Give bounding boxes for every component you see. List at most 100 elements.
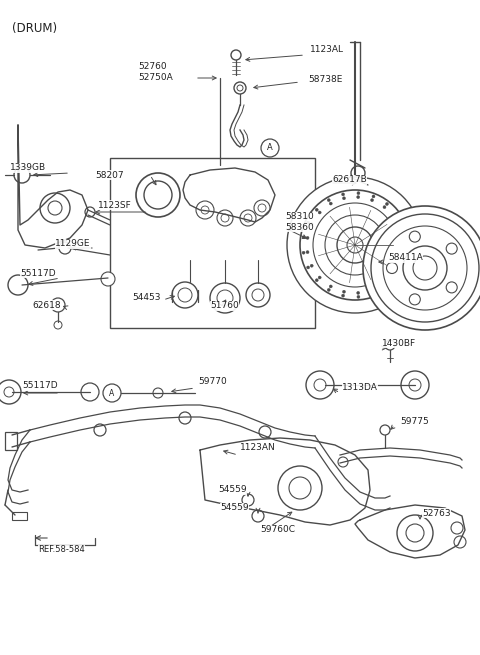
Circle shape xyxy=(357,196,360,198)
Circle shape xyxy=(101,272,115,286)
Bar xyxy=(110,158,315,328)
Text: 55117D: 55117D xyxy=(20,269,56,278)
Circle shape xyxy=(380,425,390,435)
Circle shape xyxy=(383,226,467,310)
Circle shape xyxy=(242,494,254,506)
Circle shape xyxy=(347,237,363,253)
Circle shape xyxy=(246,283,270,307)
Circle shape xyxy=(403,246,447,290)
Circle shape xyxy=(54,321,62,329)
Circle shape xyxy=(103,384,121,402)
Text: 52760
52750A: 52760 52750A xyxy=(138,62,173,82)
Circle shape xyxy=(337,227,373,263)
Circle shape xyxy=(51,298,65,312)
Circle shape xyxy=(371,198,373,202)
Circle shape xyxy=(81,383,99,401)
Circle shape xyxy=(307,221,310,224)
Circle shape xyxy=(385,284,388,288)
Text: 54559: 54559 xyxy=(220,504,249,512)
Text: 59775: 59775 xyxy=(400,417,429,426)
Text: A: A xyxy=(109,388,115,398)
Circle shape xyxy=(144,181,172,209)
Circle shape xyxy=(409,294,420,305)
Circle shape xyxy=(40,193,70,223)
Circle shape xyxy=(307,266,310,269)
Text: 1123AL: 1123AL xyxy=(310,45,344,54)
Circle shape xyxy=(403,259,406,263)
Circle shape xyxy=(451,522,463,534)
Circle shape xyxy=(315,279,318,282)
Text: 62618: 62618 xyxy=(32,301,60,310)
Circle shape xyxy=(310,264,313,267)
Circle shape xyxy=(357,192,360,195)
Circle shape xyxy=(4,387,14,397)
Circle shape xyxy=(172,282,198,308)
Circle shape xyxy=(8,275,28,295)
Text: 59770: 59770 xyxy=(198,377,227,386)
Circle shape xyxy=(383,206,386,209)
Circle shape xyxy=(237,85,243,91)
Text: 58738E: 58738E xyxy=(308,75,342,84)
Circle shape xyxy=(94,424,106,436)
Text: 1129GE: 1129GE xyxy=(55,240,91,248)
Circle shape xyxy=(313,203,397,287)
Circle shape xyxy=(385,340,395,350)
Circle shape xyxy=(342,294,345,297)
Circle shape xyxy=(338,457,348,467)
Text: 52763: 52763 xyxy=(422,508,451,517)
Circle shape xyxy=(278,466,322,510)
Text: 1339GB: 1339GB xyxy=(10,164,46,172)
Circle shape xyxy=(85,207,95,217)
Circle shape xyxy=(59,242,71,254)
Circle shape xyxy=(396,273,399,276)
Circle shape xyxy=(252,289,264,301)
Circle shape xyxy=(0,380,21,404)
Text: 1123SF: 1123SF xyxy=(98,200,132,210)
Circle shape xyxy=(300,190,410,300)
Circle shape xyxy=(357,182,367,192)
Circle shape xyxy=(357,295,360,299)
Circle shape xyxy=(261,139,279,157)
Circle shape xyxy=(454,536,466,548)
Circle shape xyxy=(240,210,256,226)
Circle shape xyxy=(372,195,375,198)
Text: 58310
58360: 58310 58360 xyxy=(285,212,314,232)
Text: 62617B: 62617B xyxy=(332,176,367,185)
Circle shape xyxy=(396,214,399,217)
Text: (DRUM): (DRUM) xyxy=(12,22,57,35)
Circle shape xyxy=(357,291,360,294)
Text: 59760C: 59760C xyxy=(260,525,295,534)
Circle shape xyxy=(329,202,332,205)
Circle shape xyxy=(325,215,385,275)
Circle shape xyxy=(409,231,420,242)
Text: 1313DA: 1313DA xyxy=(342,383,378,392)
Circle shape xyxy=(446,243,457,254)
Circle shape xyxy=(210,283,240,313)
Circle shape xyxy=(413,256,437,280)
Bar xyxy=(12,512,27,520)
Circle shape xyxy=(201,206,209,214)
Circle shape xyxy=(397,515,433,551)
Circle shape xyxy=(401,371,429,399)
Circle shape xyxy=(318,211,321,214)
Circle shape xyxy=(258,204,266,212)
Circle shape xyxy=(306,251,309,253)
Circle shape xyxy=(48,201,62,215)
Circle shape xyxy=(231,50,241,60)
Text: 55117D: 55117D xyxy=(22,381,58,390)
Circle shape xyxy=(302,252,305,254)
Text: 54453: 54453 xyxy=(132,293,160,303)
Circle shape xyxy=(386,263,397,274)
Circle shape xyxy=(315,208,318,212)
Circle shape xyxy=(399,229,402,232)
Circle shape xyxy=(217,210,233,226)
Circle shape xyxy=(318,276,321,279)
Text: 54559: 54559 xyxy=(218,485,247,495)
Bar xyxy=(5,432,17,450)
Circle shape xyxy=(259,426,271,438)
Circle shape xyxy=(406,524,424,542)
Circle shape xyxy=(314,379,326,391)
Circle shape xyxy=(136,173,180,217)
Circle shape xyxy=(383,282,386,284)
Text: 51760: 51760 xyxy=(210,301,239,310)
